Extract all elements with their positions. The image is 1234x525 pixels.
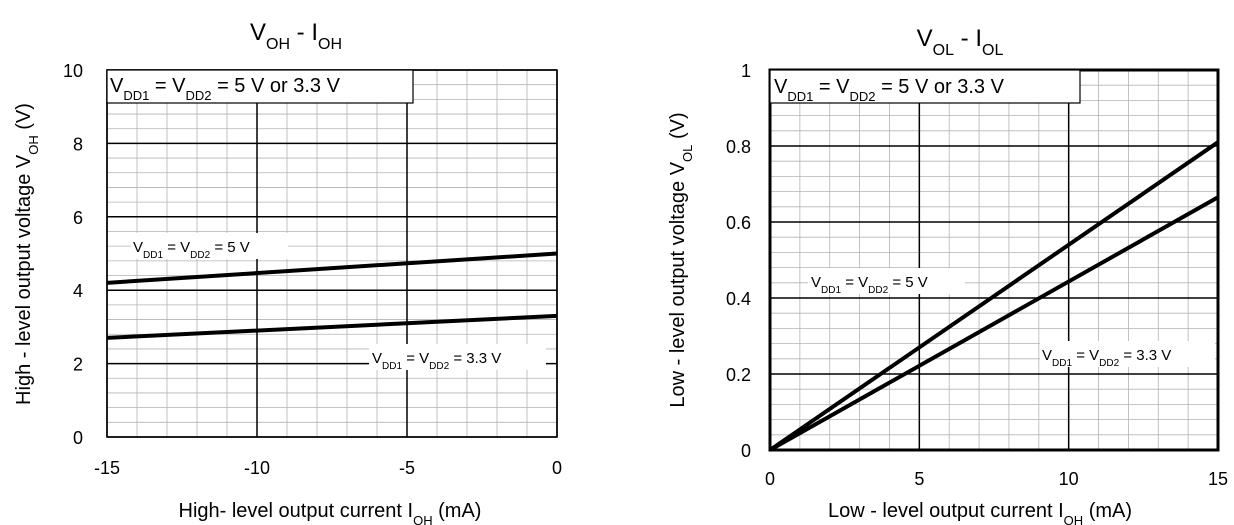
y-tick-label: 0.8 <box>726 137 751 157</box>
series-line-0 <box>768 140 1220 452</box>
y-tick-label: 8 <box>73 134 83 154</box>
major-grid <box>769 69 1219 451</box>
series-label-box-0 <box>131 233 288 259</box>
x-tick-label: -10 <box>244 458 270 478</box>
x-axis-label: High- level output current IOH (mA) <box>179 500 482 525</box>
chart-title: VOL - IOL <box>917 25 1004 59</box>
condition-label: VDD1 = VDD2 = 5 V or 3.3 V <box>110 75 341 103</box>
x-tick-label: 15 <box>1208 469 1228 489</box>
series-label-box-0 <box>808 268 965 294</box>
minor-grid <box>770 70 1218 450</box>
series-line-1 <box>106 313 558 340</box>
x-tick-label: 5 <box>914 469 924 489</box>
series-line-1 <box>769 195 1219 452</box>
condition-box <box>106 69 414 104</box>
condition-label: VDD1 = VDD2 = 5 V or 3.3 V <box>774 76 1005 104</box>
y-axis-label: Low - level output voltage VOL (V) <box>667 112 695 407</box>
y-tick-label: 2 <box>73 355 83 375</box>
series-label-box-1 <box>1040 341 1215 367</box>
y-tick-label: 0 <box>73 428 83 448</box>
y-tick-label: 1 <box>741 61 751 81</box>
series-line-0 <box>106 251 558 285</box>
y-tick-label: 10 <box>63 61 83 81</box>
y-tick-label: 6 <box>73 208 83 228</box>
series-label-box-1 <box>369 344 546 370</box>
vol-iol-chart: VDD1 = VDD2 = 5 V VDD1 = VDD2 = 3.3 V VDD1… <box>667 25 1228 525</box>
series-label-0: VDD1 = VDD2 = 5 V <box>133 239 250 261</box>
x-tick-label: -5 <box>399 458 415 478</box>
x-tick-label: 10 <box>1059 469 1079 489</box>
y-tick-label: 4 <box>73 281 83 301</box>
series-label-1: VDD1 = VDD2 = 3.3 V <box>1042 347 1171 369</box>
chart-title: VOH - IOH <box>250 19 342 53</box>
x-axis-label: Low - level output current IOH (mA) <box>828 500 1132 525</box>
y-axis-label: High - level output voltage VOH (V) <box>13 103 41 405</box>
voh-ioh-chart: VDD1 = VDD2 = 5 V VDD1 = VDD2 = 3.3 V VDD1… <box>13 19 562 525</box>
x-tick-label: -15 <box>94 458 120 478</box>
condition-box <box>769 69 1081 104</box>
x-tick-label: 0 <box>765 469 775 489</box>
y-tick-label: 0.6 <box>726 213 751 233</box>
series-label-0: VDD1 = VDD2 = 5 V <box>811 274 928 296</box>
x-tick-label: 0 <box>552 458 562 478</box>
plot-frame <box>768 68 1220 452</box>
y-tick-label: 0.2 <box>726 365 751 385</box>
y-tick-label: 0.4 <box>726 289 751 309</box>
series-label-1: VDD1 = VDD2 = 3.3 V <box>372 350 501 372</box>
y-tick-label: 0 <box>741 441 751 461</box>
